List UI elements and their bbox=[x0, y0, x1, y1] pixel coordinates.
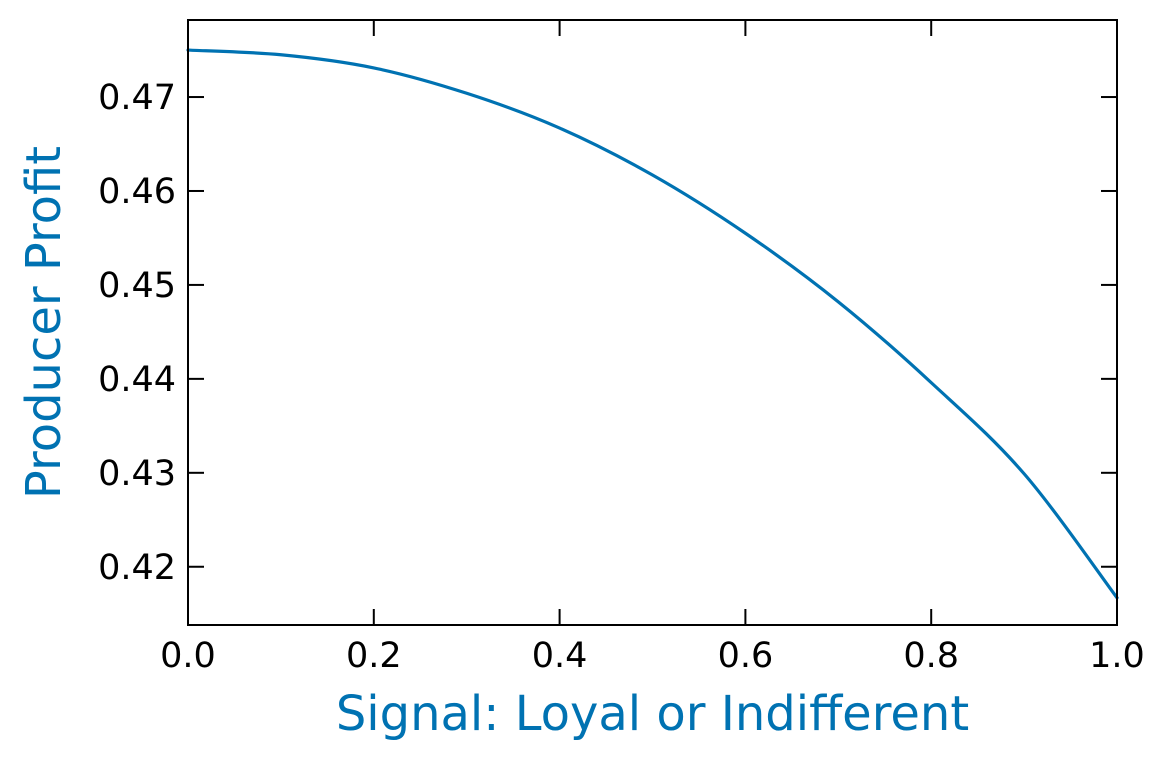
x-axis-title: Signal: Loyal or Indifferent bbox=[336, 686, 969, 742]
y-tick-label: 0.43 bbox=[98, 454, 176, 494]
x-tick-label: 0.4 bbox=[532, 636, 588, 676]
y-axis-title: Producer Profit bbox=[16, 146, 72, 499]
x-tick-label: 0.6 bbox=[718, 636, 774, 676]
y-tick-label: 0.47 bbox=[98, 78, 176, 118]
x-tick-label: 0.0 bbox=[160, 636, 216, 676]
y-tick-label: 0.46 bbox=[98, 172, 176, 212]
x-tick-label: 1.0 bbox=[1089, 636, 1145, 676]
y-tick-label: 0.45 bbox=[98, 266, 176, 306]
ticks bbox=[188, 20, 1117, 625]
series-line bbox=[186, 48, 1119, 600]
plot-frame bbox=[187, 19, 1118, 626]
tick-labels: 0.0 0.2 0.4 0.6 0.8 1.0 0.42 0.43 0.44 0.45 0.46 0.… bbox=[98, 78, 1145, 676]
x-tick-label: 0.8 bbox=[903, 636, 959, 676]
y-tick-label: 0.44 bbox=[98, 360, 176, 400]
y-tick-label: 0.42 bbox=[98, 548, 176, 588]
x-tick-label: 0.2 bbox=[346, 636, 402, 676]
